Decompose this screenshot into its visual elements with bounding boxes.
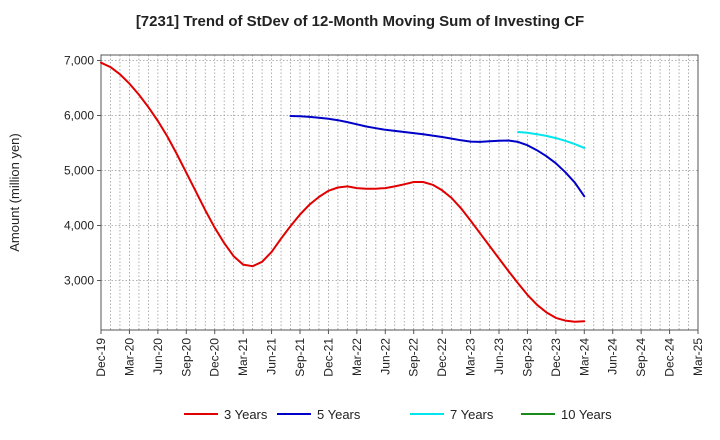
legend-item-10-years: 10 Years <box>521 407 612 422</box>
x-tick-label: Sep-20 <box>179 338 193 377</box>
x-tick-label: Dec-21 <box>321 338 335 377</box>
legend-label: 10 Years <box>561 407 612 422</box>
y-tick-label: 4,000 <box>64 219 94 233</box>
y-tick-label: 7,000 <box>64 54 94 68</box>
legend-item-7-years: 7 Years <box>410 407 494 422</box>
y-axis-label: Amount (million yen) <box>7 133 22 252</box>
x-tick-label: Jun-24 <box>606 338 620 375</box>
x-tick-label: Dec-22 <box>435 338 449 377</box>
x-tick-label: Mar-23 <box>464 338 478 376</box>
x-tick-label: Dec-23 <box>549 338 563 377</box>
x-tick-label: Sep-22 <box>407 338 421 377</box>
x-tick-label: Mar-25 <box>691 338 705 376</box>
grid <box>101 55 698 330</box>
chart-title: [7231] Trend of StDev of 12-Month Moving… <box>136 13 584 30</box>
y-tick-label: 6,000 <box>64 109 94 123</box>
x-tick-label: Jun-21 <box>265 338 279 375</box>
x-tick-label: Mar-24 <box>577 338 591 376</box>
y-tick-label: 5,000 <box>64 164 94 178</box>
x-tick-label: Dec-20 <box>208 338 222 377</box>
x-tick-label: Sep-23 <box>520 338 534 377</box>
x-tick-label: Dec-24 <box>663 338 677 377</box>
legend-item-3-years: 3 Years <box>184 407 268 422</box>
plot-frame <box>100 54 699 331</box>
legend-label: 3 Years <box>224 407 268 422</box>
x-tick-label: Jun-20 <box>151 338 165 375</box>
x-tick-label: Mar-22 <box>350 338 364 376</box>
x-tick-label: Mar-20 <box>122 338 136 376</box>
legend: 3 Years 5 Years 7 Years 10 Years <box>184 407 612 422</box>
x-tick-label: Sep-21 <box>293 338 307 377</box>
x-axis: Dec-19 Mar-20 Jun-20 Sep-20 Dec-20 Mar-21 Jun-… <box>94 330 705 377</box>
x-tick-label: Jun-23 <box>492 338 506 375</box>
x-tick-label: Mar-21 <box>236 338 250 376</box>
y-axis: 3,000 4,000 5,000 6,000 7,000 <box>64 54 101 288</box>
x-tick-label: Jun-22 <box>378 338 392 375</box>
series-group <box>100 61 586 323</box>
x-tick-label: Dec-19 <box>94 338 108 377</box>
series-line-7-years <box>517 131 586 149</box>
legend-item-5-years: 5 Years <box>277 407 361 422</box>
legend-label: 7 Years <box>450 407 494 422</box>
x-tick-label: Sep-24 <box>634 338 648 377</box>
series-line-3-years <box>100 61 586 323</box>
legend-label: 5 Years <box>317 407 361 422</box>
series-line-5-years <box>289 115 586 198</box>
y-tick-label: 3,000 <box>64 274 94 288</box>
